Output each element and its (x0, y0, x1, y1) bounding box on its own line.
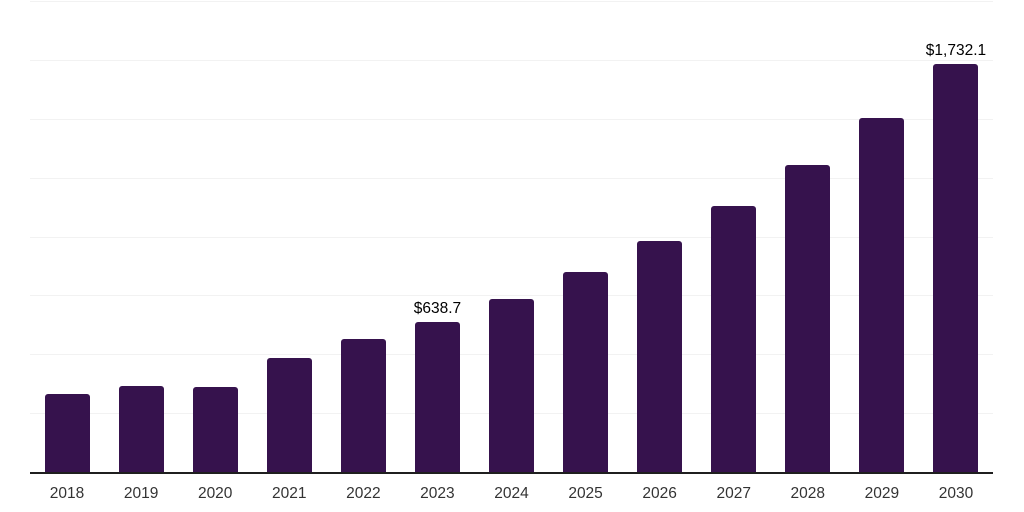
x-tick-label: 2018 (49, 485, 85, 502)
x-tick-label: 2019 (123, 485, 159, 502)
gridline (30, 236, 993, 238)
bar-2022[interactable] (340, 338, 386, 472)
bar-2020[interactable] (192, 386, 238, 472)
x-tick-label: 2023 (420, 485, 455, 502)
x-tick-label: 2028 (790, 485, 826, 502)
x-tick-label: 2020 (197, 485, 233, 502)
x-tick-label: 2027 (716, 485, 751, 502)
bar-2025[interactable] (563, 271, 609, 472)
bar-2026[interactable] (637, 241, 683, 472)
gridline (30, 295, 993, 297)
gridline (30, 1, 993, 2)
x-tick-label: 2030 (938, 485, 974, 502)
bar-2021[interactable] (266, 357, 312, 472)
bar-2029[interactable] (859, 118, 905, 472)
bar-2030[interactable] (933, 64, 979, 472)
data-label-2030: $1,732.1 (925, 42, 987, 60)
gridline (30, 59, 993, 61)
x-tick-label: 2021 (272, 485, 307, 502)
gridline (30, 177, 993, 179)
bar-2027[interactable] (711, 205, 757, 472)
data-label-2023: $638.7 (413, 299, 462, 317)
bar-2018[interactable] (44, 393, 90, 472)
x-tick-label: 2025 (568, 485, 603, 502)
bar-2023[interactable] (414, 321, 460, 472)
x-tick-label: 2029 (864, 485, 900, 502)
bar-2028[interactable] (785, 165, 831, 472)
x-tick-label: 2026 (642, 485, 677, 502)
x-tick-label: 2022 (346, 485, 381, 502)
bar-2019[interactable] (118, 385, 164, 472)
bar-2024[interactable] (489, 298, 534, 472)
x-tick-label: 2024 (494, 485, 529, 502)
x-axis-line (30, 472, 993, 474)
gridline (30, 118, 993, 120)
